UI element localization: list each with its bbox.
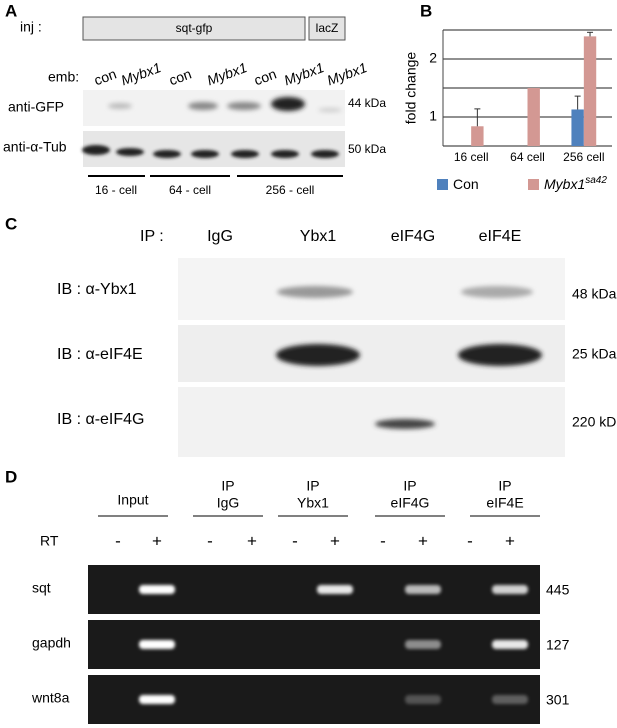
construct: sqt-gfp <box>176 21 213 35</box>
lane-label: con <box>167 66 194 89</box>
group-label: IP <box>306 478 319 494</box>
gel-band <box>139 585 175 594</box>
emb-label: emb: <box>48 69 79 85</box>
gel-band <box>405 640 441 649</box>
rt-sign: - <box>380 531 386 550</box>
y-tick-label: 2 <box>429 50 437 66</box>
legend-label: Con <box>453 176 479 192</box>
rt-sign: + <box>247 531 257 550</box>
rt-sign: - <box>292 531 298 550</box>
panel-label: B <box>420 1 432 20</box>
bands <box>108 97 342 112</box>
legend-label: Mybx1sa42 <box>544 175 607 192</box>
x-tick-label: 16 cell <box>454 150 489 164</box>
group-label: IgG <box>217 495 240 511</box>
blot-label: anti-α-Tub <box>3 139 67 155</box>
stage: 256 - cell <box>266 183 315 197</box>
lane-label: Mybx1 <box>205 59 249 88</box>
rt-label: RT <box>40 533 59 549</box>
lane-label: Mybx1 <box>282 59 326 88</box>
rt-sign: - <box>467 531 473 550</box>
construct: lacZ <box>316 21 339 35</box>
group-label: eIF4E <box>486 495 523 511</box>
x-tick-label: 256 cell <box>563 150 604 164</box>
gene-label: wnt8a <box>31 690 70 706</box>
column: eIF4E <box>479 228 522 245</box>
bands <box>276 286 542 429</box>
gel-band <box>405 585 441 594</box>
legend-name: Con <box>453 176 479 192</box>
lane-label: Mybx1 <box>119 59 163 88</box>
legend-name: Mybx1 <box>544 176 585 192</box>
y-tick-label: 1 <box>429 108 437 124</box>
construct-box <box>308 16 346 41</box>
bar <box>527 88 540 146</box>
gel-band <box>139 640 175 649</box>
group-label: eIF4G <box>391 495 430 511</box>
construct-box <box>82 16 306 41</box>
ip-label: IP : <box>140 228 164 245</box>
x-tick-label: 64 cell <box>510 150 545 164</box>
lane-label: con <box>252 66 279 89</box>
gene-label: sqt <box>32 580 51 596</box>
rt-sign: - <box>115 531 121 550</box>
blot-label: anti-GFP <box>8 99 64 115</box>
blot-label: IB : α-eIF4G <box>57 411 145 428</box>
blot-size: 48 kDa <box>572 286 617 302</box>
group-label: IP <box>403 478 416 494</box>
product-size: 445 <box>546 582 570 598</box>
rt-sign: + <box>152 531 162 550</box>
bar <box>583 36 597 146</box>
product-size: 301 <box>546 692 570 708</box>
y-axis-label: fold change <box>403 52 419 125</box>
gel-band <box>492 695 528 704</box>
panel-label: D <box>5 467 17 486</box>
column: IgG <box>207 228 233 245</box>
lane-label: con <box>92 66 119 89</box>
group-label: Ybx1 <box>297 495 329 511</box>
gel-band <box>317 585 353 594</box>
bands <box>82 145 339 158</box>
stage: 16 - cell <box>95 183 137 197</box>
gene-label: gapdh <box>32 635 71 651</box>
bar <box>571 109 584 146</box>
legend-superscript: sa42 <box>585 175 607 186</box>
lane-label: Mybx1 <box>325 59 369 88</box>
product-size: 127 <box>546 637 570 653</box>
panel-label: C <box>5 214 17 233</box>
blot-size: 44 kDa <box>348 96 386 110</box>
blot-label: IB : α-eIF4E <box>57 346 143 363</box>
blot-size: 50 kDa <box>348 142 386 156</box>
column: Ybx1 <box>300 228 337 245</box>
stage: 64 - cell <box>169 183 211 197</box>
gel-band <box>405 695 441 704</box>
bar <box>471 126 484 146</box>
blot-size: 25 kDa <box>572 346 617 362</box>
inj-label: inj : <box>20 19 42 35</box>
group-label: IP <box>498 478 511 494</box>
rt-sign: + <box>418 531 428 550</box>
panel-label: A <box>5 1 17 20</box>
gel-band <box>492 640 528 649</box>
column: eIF4G <box>391 228 435 245</box>
gel-band <box>492 585 528 594</box>
blot <box>178 387 565 457</box>
chart: 1 2 16 cell 64 cell 256 cell Con Mybx1sa42 <box>429 29 612 192</box>
blot-size: 220 kDa <box>572 414 617 430</box>
legend-swatch <box>528 179 539 190</box>
blot-label: IB : α-Ybx1 <box>57 281 137 298</box>
rt-sign: - <box>207 531 213 550</box>
group-label: Input <box>117 492 148 508</box>
gel-band <box>139 695 175 704</box>
legend-swatch <box>437 179 448 190</box>
group-label: IP <box>221 478 234 494</box>
rt-sign: + <box>505 531 515 550</box>
rt-sign: + <box>330 531 340 550</box>
